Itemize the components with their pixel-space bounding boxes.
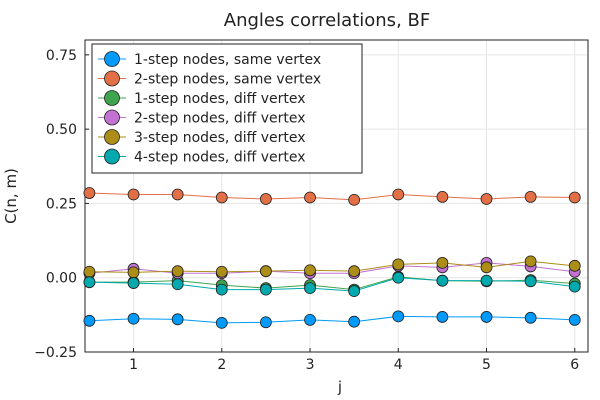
data-point bbox=[215, 283, 228, 296]
series-2 bbox=[83, 187, 581, 206]
legend-item: 4-step nodes, diff vertex bbox=[98, 148, 306, 166]
legend-item: 3-step nodes, diff vertex bbox=[98, 129, 306, 146]
y-tick-label: −0.25 bbox=[34, 345, 77, 361]
x-axis-label: j bbox=[337, 378, 342, 396]
legend-label: 2-step nodes, same vertex bbox=[134, 72, 321, 88]
legend-marker bbox=[104, 129, 120, 145]
data-point bbox=[392, 258, 405, 271]
data-point bbox=[436, 274, 449, 287]
data-point bbox=[348, 193, 361, 206]
data-point bbox=[260, 265, 272, 278]
data-point bbox=[436, 190, 449, 203]
data-point bbox=[392, 271, 405, 284]
data-point bbox=[127, 312, 140, 325]
data-point bbox=[260, 283, 272, 296]
x-tick-label: 4 bbox=[394, 357, 403, 373]
series-line bbox=[89, 277, 575, 292]
data-point bbox=[480, 311, 493, 323]
data-point bbox=[568, 314, 581, 326]
data-point bbox=[348, 265, 361, 278]
data-point bbox=[83, 314, 96, 327]
legend-item: 2-step nodes, same vertex bbox=[98, 70, 321, 88]
series-1 bbox=[83, 310, 581, 329]
data-point bbox=[392, 188, 405, 201]
data-point bbox=[524, 255, 537, 268]
data-point bbox=[304, 264, 316, 277]
data-point bbox=[260, 193, 272, 205]
data-point bbox=[480, 274, 493, 287]
legend-label: 4-step nodes, diff vertex bbox=[134, 150, 306, 166]
data-point bbox=[171, 278, 184, 291]
legend-item: 1-step nodes, same vertex bbox=[98, 51, 321, 68]
x-tick-label: 1 bbox=[129, 357, 138, 373]
data-point bbox=[436, 256, 449, 269]
legend-item: 2-step nodes, diff vertex bbox=[98, 109, 306, 127]
y-tick-label: 0.25 bbox=[46, 196, 77, 212]
legend-marker bbox=[104, 70, 120, 87]
data-point bbox=[568, 191, 581, 204]
series-6 bbox=[83, 271, 581, 297]
series-line bbox=[89, 192, 575, 201]
data-point bbox=[127, 266, 140, 279]
x-axis: 1 2 3 4 5 6 bbox=[129, 348, 579, 373]
data-point bbox=[436, 311, 449, 323]
data-point bbox=[304, 191, 316, 204]
data-point bbox=[127, 188, 140, 201]
legend-label: 1-step nodes, same vertex bbox=[134, 52, 321, 68]
data-point bbox=[568, 280, 581, 293]
legend-item: 1-step nodes, diff vertex bbox=[98, 90, 306, 107]
series-5 bbox=[83, 255, 581, 279]
legend-marker bbox=[104, 148, 120, 165]
legend-box bbox=[91, 43, 363, 174]
data-point bbox=[83, 187, 96, 199]
series-group bbox=[83, 187, 581, 329]
x-tick-label: 2 bbox=[217, 357, 226, 373]
data-point bbox=[568, 259, 581, 272]
data-point bbox=[392, 310, 405, 323]
data-point bbox=[127, 277, 140, 289]
data-point bbox=[524, 190, 537, 203]
data-point bbox=[171, 313, 184, 326]
legend-label: 2-step nodes, diff vertex bbox=[134, 111, 306, 127]
series-line bbox=[89, 315, 575, 324]
x-tick-label: 5 bbox=[482, 357, 491, 373]
legend: 1-step nodes, same vertex 2-step nodes, s… bbox=[91, 43, 363, 174]
legend-marker bbox=[104, 109, 120, 126]
y-tick-label: 0.75 bbox=[46, 48, 77, 64]
x-tick-label: 6 bbox=[570, 357, 579, 373]
data-point bbox=[83, 276, 96, 289]
legend-label: 1-step nodes, diff vertex bbox=[134, 91, 306, 107]
series-line bbox=[89, 260, 575, 273]
data-point bbox=[480, 261, 493, 274]
y-tick-label: 0.00 bbox=[46, 271, 77, 287]
y-axis-label: C(n, m) bbox=[2, 168, 20, 224]
data-point bbox=[83, 265, 96, 278]
y-axis: −0.25 0.00 0.25 0.50 0.75 bbox=[34, 48, 89, 361]
data-point bbox=[304, 282, 316, 295]
legend-label: 3-step nodes, diff vertex bbox=[134, 130, 306, 146]
series-3 bbox=[83, 270, 581, 296]
series-line bbox=[89, 276, 575, 291]
data-point bbox=[524, 311, 537, 324]
data-point bbox=[260, 316, 272, 329]
data-point bbox=[348, 285, 361, 297]
data-point bbox=[348, 315, 361, 328]
data-point bbox=[215, 316, 228, 329]
data-point bbox=[171, 188, 184, 201]
data-point bbox=[215, 191, 228, 204]
chart-title: Angles correlations, BF bbox=[224, 10, 430, 31]
data-point bbox=[480, 193, 493, 205]
data-point bbox=[524, 275, 537, 288]
legend-marker bbox=[104, 90, 120, 106]
legend-marker bbox=[104, 51, 120, 67]
series-4 bbox=[83, 256, 581, 280]
series-line bbox=[89, 262, 575, 274]
data-point bbox=[171, 265, 184, 278]
data-point bbox=[304, 314, 316, 326]
x-tick-label: 3 bbox=[306, 357, 315, 373]
y-tick-label: 0.50 bbox=[46, 122, 77, 138]
data-point bbox=[215, 265, 228, 278]
